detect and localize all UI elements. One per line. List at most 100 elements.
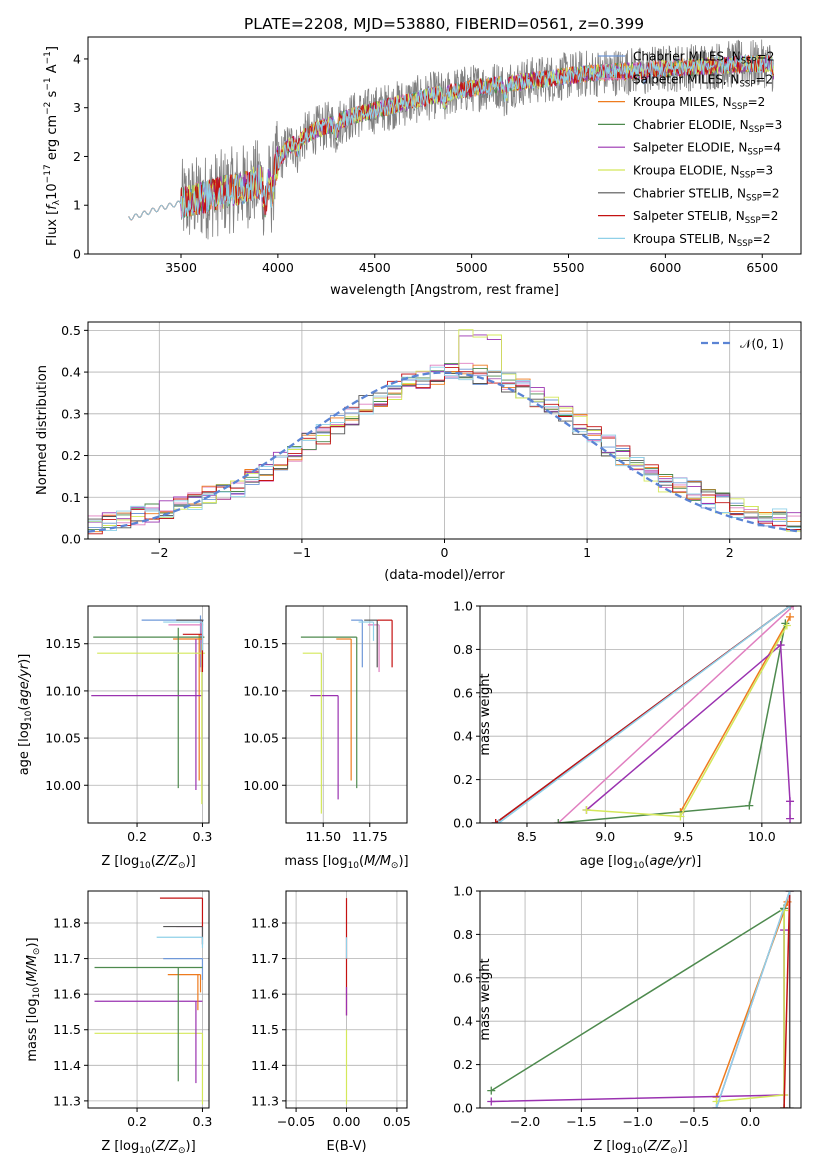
- y-tick-label: 11.4: [53, 1058, 81, 1073]
- y-tick-label: 0.2: [453, 772, 473, 787]
- legend-label-salpeter_stelib: Salpeter STELIB, NSSP=2: [633, 209, 778, 226]
- x-tick-label: −0.05: [277, 1114, 315, 1129]
- y-tick-label: 11.6: [251, 987, 279, 1002]
- y-tick-label: 0.6: [453, 970, 473, 985]
- panel-age_vs_Z: 0.2 0.3 10.00 10.05 10.10 10.15 Z [log10(Z/Z⊙)…: [17, 605, 213, 871]
- figure-title: PLATE=2208, MJD=53880, FIBERID=0561, z=0…: [244, 15, 644, 33]
- x-tick-label: 0.3: [193, 1114, 213, 1129]
- plot-area: [128, 39, 774, 240]
- x-axis-label: Z [log10(Z/Z⊙)]: [101, 1139, 195, 1156]
- x-axis-label: age [log10(age/yr)]: [580, 854, 702, 871]
- y-tick-label: 11.7: [251, 951, 279, 966]
- legend-label-chabrier_miles: Chabrier MILES, NSSP=2: [633, 50, 774, 67]
- y-tick-label: 10.15: [243, 636, 279, 651]
- y-tick-label: 3: [73, 100, 81, 115]
- y-tick-label: 0.1: [61, 490, 81, 505]
- x-tick-label: 8.5: [517, 829, 537, 844]
- legend-label-chabrier_elodie: Chabrier ELODIE, NSSP=3: [633, 118, 782, 135]
- x-tick-label: 0.2: [127, 1114, 147, 1129]
- y-tick-label: 11.3: [53, 1093, 81, 1108]
- y-tick-label: 4: [73, 51, 81, 66]
- x-axis-label: (data-model)/error: [384, 568, 505, 583]
- x-tick-label: 0.0: [740, 1114, 760, 1129]
- y-tick-label: 11.8: [53, 916, 81, 931]
- spectrum-line-salpeter_stelib: [128, 54, 774, 221]
- x-tick-label: 9.0: [595, 829, 615, 844]
- legend-label-kroupa_stelib: Kroupa STELIB, NSSP=2: [633, 232, 771, 249]
- legend-label-chabrier_stelib: Chabrier STELIB, NSSP=2: [633, 186, 780, 203]
- y-axis-label: mass weight: [478, 958, 493, 1040]
- gauss-curve: [88, 371, 801, 533]
- y-tick-label: 11.6: [53, 987, 81, 1002]
- x-axis-label: wavelength [Angstrom, rest frame]: [330, 283, 559, 298]
- massweight-line-kroupa_elodie: [586, 625, 788, 818]
- marker-kroupa_stelib: [712, 1104, 721, 1108]
- panel-age_vs_mass: 11.50 11.75 10.00 10.05 10.10 10.15 mass [log1…: [243, 605, 409, 871]
- x-axis-label: Z [log10(Z/Z⊙)]: [101, 854, 195, 871]
- panel-massweight_vs_Z: −2.0 −1.5 −1.0 −0.5 0.0 0.0 0.2 0.4 0.6 0.8 1.0 Z […: [453, 884, 802, 1156]
- y-tick-label: 10.10: [45, 683, 81, 698]
- y-tick-label: 0.8: [453, 642, 473, 657]
- x-tick-label: 0.3: [193, 829, 213, 844]
- y-tick-label: 0.4: [453, 729, 473, 744]
- x-tick-label: 6000: [649, 260, 681, 275]
- y-tick-label: 10.00: [243, 778, 279, 793]
- plot-area: [487, 891, 794, 1108]
- y-tick-label: 0.3: [61, 406, 81, 421]
- massweight-line-kroupa_stelib: [715, 891, 791, 1108]
- x-tick-label: −2.0: [510, 1114, 540, 1129]
- x-tick-label: −2: [150, 545, 168, 560]
- x-tick-label: 0.05: [383, 1114, 411, 1129]
- y-axis-label: mass weight: [478, 673, 493, 755]
- y-tick-label: 11.4: [251, 1058, 279, 1073]
- x-tick-label: 1: [583, 545, 591, 560]
- panels: 3500 4000 4500 5000 5500 6000 6500 0 1 2 3 4 wavelen…: [17, 36, 802, 1156]
- y-tick-label: 0.8: [453, 927, 473, 942]
- x-tick-label: 5000: [456, 260, 488, 275]
- y-tick-label: 0.2: [61, 448, 81, 463]
- legend-label-salpeter_miles: Salpeter MILES, NSSP=2: [633, 72, 773, 89]
- x-tick-label: −1.5: [566, 1114, 596, 1129]
- y-tick-label: 11.8: [251, 916, 279, 931]
- axes-frame: [479, 605, 802, 824]
- y-axis-label: Normed distribution: [35, 365, 50, 495]
- y-tick-label: 0: [73, 247, 81, 262]
- axes-frame: [87, 890, 210, 1109]
- y-tick-label: 2: [73, 149, 81, 164]
- y-tick-label: 11.7: [53, 951, 81, 966]
- y-tick-label: 11.5: [251, 1022, 279, 1037]
- axes-frame: [87, 36, 802, 255]
- marker-kroupa_stelib: [785, 891, 794, 895]
- axes-frame: [285, 605, 408, 824]
- marker-chabrier_elodie: [745, 801, 754, 810]
- axes-frame: [87, 605, 210, 824]
- y-tick-label: 0.2: [453, 1057, 473, 1072]
- y-tick-label: 11.3: [251, 1093, 279, 1108]
- y-tick-label: 10.05: [45, 731, 81, 746]
- axes-frame: [479, 890, 802, 1109]
- marker-salpeter_elodie: [487, 1097, 496, 1106]
- massweight-line-salpeter_stelib: [783, 891, 791, 1108]
- massweight-line-kroupa_stelib: [498, 606, 791, 823]
- x-tick-label: 3500: [165, 260, 197, 275]
- plot-area: [88, 329, 801, 535]
- marker-kroupa_elodie: [676, 812, 685, 821]
- x-axis-label: mass [log10(M/M⊙)]: [284, 854, 408, 871]
- x-tick-label: 4500: [359, 260, 391, 275]
- x-axis-label: Z [log10(Z/Z⊙)]: [593, 1139, 687, 1156]
- y-tick-label: 0.0: [453, 1101, 473, 1116]
- y-axis-label: mass [log10(M/M⊙)]: [25, 937, 42, 1061]
- plot-area: [300, 619, 393, 814]
- marker-salpeter_stelib: [780, 1104, 789, 1108]
- marker-chabrier_elodie: [487, 1086, 496, 1095]
- legend-label-salpeter_elodie: Salpeter ELODIE, NSSP=4: [633, 141, 781, 158]
- histogram-chabrier_elodie: [88, 362, 801, 531]
- marker-kroupa_elodie: [782, 621, 791, 630]
- x-tick-label: 0.00: [333, 1114, 361, 1129]
- plot-area: [94, 897, 204, 1105]
- y-tick-label: 10.15: [45, 636, 81, 651]
- x-tick-label: 0.2: [127, 829, 147, 844]
- x-tick-label: 5500: [553, 260, 585, 275]
- massweight-line-salpeter_miles: [557, 606, 794, 823]
